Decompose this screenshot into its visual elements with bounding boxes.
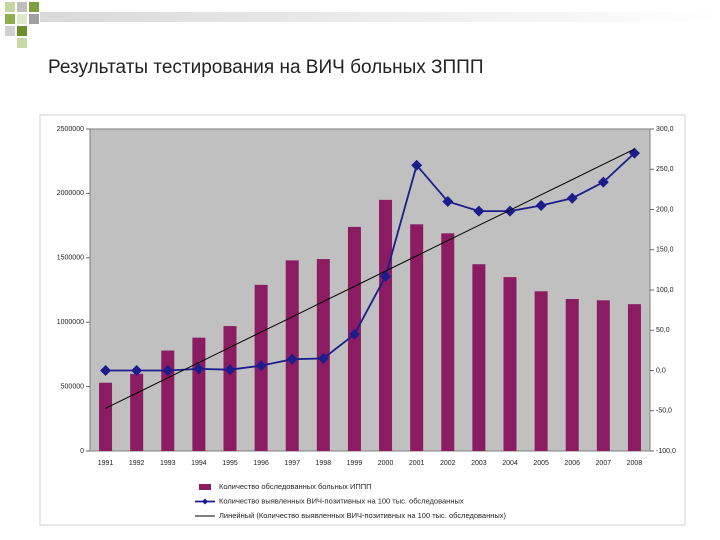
y-tick-label: 1000000	[57, 319, 84, 326]
y2-tick-label: 150,0	[656, 247, 674, 254]
marker	[286, 353, 298, 365]
x-tick-label: 1997	[284, 460, 300, 467]
legend-label: Количество обследованных больных ИППП	[219, 482, 372, 491]
y2-tick-label: 250,0	[656, 166, 674, 173]
bar	[534, 291, 548, 451]
bar	[379, 199, 393, 451]
bar	[130, 373, 144, 451]
x-tick-label: 2000	[378, 460, 394, 467]
x-tick-label: 2006	[564, 460, 580, 467]
y-tick-label: 0	[80, 448, 84, 455]
x-tick-label: 2002	[440, 460, 456, 467]
x-tick-label: 2001	[409, 460, 425, 467]
marker	[442, 195, 454, 207]
marker	[255, 360, 267, 372]
y2-tick-label: 50,0	[656, 327, 670, 334]
legend-label: Количество выявленных ВИЧ-позитивных на …	[219, 496, 464, 505]
x-tick-label: 1998	[316, 460, 332, 467]
y2-tick-label: -50,0	[656, 408, 672, 415]
x-tick-label: 2007	[596, 460, 612, 467]
y2-tick-label: 300,0	[656, 126, 674, 133]
bar	[472, 264, 486, 451]
legend-marker	[202, 498, 208, 505]
bar	[441, 233, 455, 451]
marker	[193, 363, 205, 375]
x-tick-label: 1992	[129, 460, 145, 467]
x-tick-label: 2005	[533, 460, 549, 467]
y-tick-label: 2000000	[57, 190, 84, 197]
marker	[380, 270, 392, 282]
marker	[566, 192, 578, 204]
marker	[224, 364, 236, 376]
bar	[192, 337, 206, 451]
legend-label: Линейный (Количество выявленных ВИЧ-пози…	[219, 511, 507, 520]
marker	[348, 328, 360, 340]
bar	[627, 304, 641, 451]
bar	[565, 299, 579, 451]
bar	[503, 277, 517, 451]
y-tick-label: 2500000	[57, 126, 84, 133]
marker	[162, 365, 174, 376]
y-tick-label: 500000	[61, 383, 84, 390]
plot-area	[89, 128, 651, 452]
marker	[131, 365, 143, 376]
trend-line	[105, 148, 635, 409]
marker	[411, 159, 423, 171]
y2-tick-label: 0,0	[656, 367, 666, 374]
y-tick-label: 1500000	[57, 255, 84, 262]
y2-tick-label: -100,0	[656, 448, 676, 455]
marker	[100, 365, 112, 376]
bar	[99, 382, 113, 451]
x-tick-label: 1999	[347, 460, 363, 467]
marker	[317, 352, 329, 364]
x-tick-label: 1991	[98, 460, 114, 467]
bar	[223, 326, 237, 451]
marker	[473, 205, 485, 217]
legend-swatch	[199, 484, 211, 490]
top-bar	[40, 12, 720, 22]
bar	[410, 224, 424, 451]
bar	[161, 350, 175, 451]
y2-tick-label: 200,0	[656, 206, 674, 213]
x-tick-label: 1993	[160, 460, 176, 467]
x-tick-label: 1995	[222, 460, 238, 467]
decor-squares	[5, 2, 39, 48]
x-tick-label: 1996	[253, 460, 269, 467]
bar	[596, 300, 610, 451]
marker	[597, 176, 609, 188]
x-tick-label: 2008	[627, 460, 643, 467]
x-tick-label: 2004	[502, 460, 518, 467]
marker	[535, 199, 547, 211]
chart-title: Результаты тестирования на ВИЧ больных З…	[48, 57, 483, 78]
x-tick-label: 1994	[191, 460, 207, 467]
x-tick-label: 2003	[471, 460, 487, 467]
y2-tick-label: 100,0	[656, 287, 674, 294]
